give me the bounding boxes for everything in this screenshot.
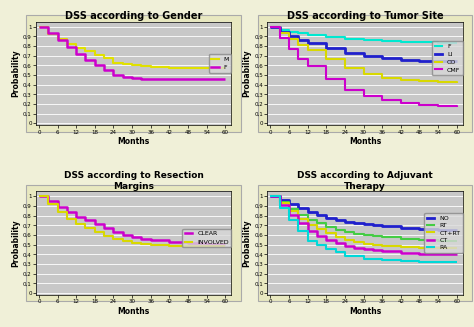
X-axis label: Months: Months (118, 307, 150, 316)
Title: DSS according to Adjuvant
Therapy: DSS according to Adjuvant Therapy (297, 171, 433, 191)
Legend: M, F: M, F (209, 54, 231, 73)
Y-axis label: Probability: Probability (243, 219, 252, 267)
Title: DSS according to Gender: DSS according to Gender (65, 11, 202, 21)
X-axis label: Months: Months (349, 307, 381, 316)
Legend: NO, RT, CT+RT, CT, RA: NO, RT, CT+RT, CT, RA (424, 213, 463, 252)
Legend: F, LI, CO, CMF: F, LI, CO, CMF (432, 41, 463, 75)
Title: DSS according to Tumor Site: DSS according to Tumor Site (287, 11, 443, 21)
Y-axis label: Probability: Probability (11, 219, 20, 267)
X-axis label: Months: Months (118, 137, 150, 146)
Y-axis label: Probability: Probability (243, 50, 252, 97)
X-axis label: Months: Months (349, 137, 381, 146)
Legend: CLEAR, INVOLVED: CLEAR, INVOLVED (182, 229, 231, 248)
Y-axis label: Probability: Probability (11, 50, 20, 97)
Title: DSS according to Resection
Margins: DSS according to Resection Margins (64, 171, 203, 191)
